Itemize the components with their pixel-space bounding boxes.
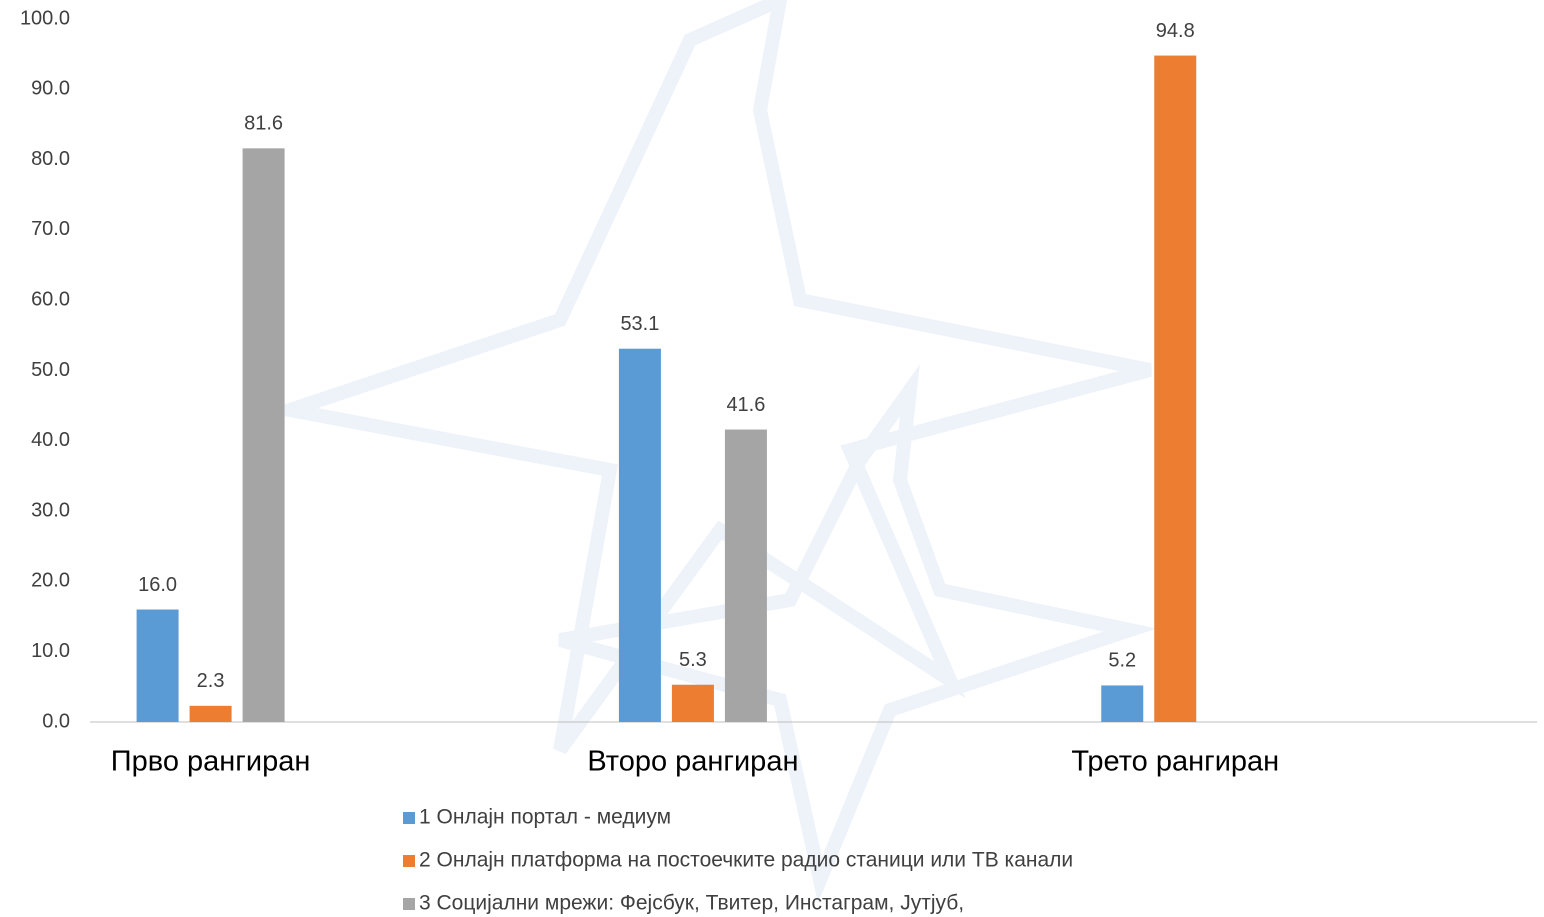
legend-swatch	[403, 855, 415, 867]
data-label: 16.0	[138, 574, 177, 596]
data-label: 53.1	[620, 313, 659, 335]
x-tick-label: Прво рангиран	[111, 746, 311, 778]
y-tick-label: 60.0	[31, 288, 70, 310]
data-label: 2.3	[197, 670, 225, 692]
bar	[189, 705, 232, 722]
legend-swatch	[403, 812, 415, 824]
watermark	[262, 0, 1157, 904]
y-tick-label: 20.0	[31, 570, 70, 592]
data-label: 41.6	[726, 394, 765, 416]
y-tick-label: 30.0	[31, 499, 70, 521]
bar	[136, 609, 179, 722]
y-tick-label: 90.0	[31, 78, 70, 100]
bar	[242, 148, 285, 723]
y-tick-label: 10.0	[31, 640, 70, 662]
y-tick-label: 50.0	[31, 359, 70, 381]
y-tick-label: 0.0	[42, 710, 70, 732]
y-tick-label: 70.0	[31, 218, 70, 240]
data-label: 94.8	[1156, 20, 1195, 42]
bar	[724, 429, 767, 722]
bar	[1101, 685, 1144, 722]
y-tick-label: 100.0	[20, 7, 70, 29]
legend-label: 2 Онлајн платформа на постоечките радио …	[419, 849, 1073, 872]
legend-label: 3 Социјални мрежи: Фејсбук, Твитер, Инст…	[419, 892, 964, 915]
y-tick-label: 80.0	[31, 148, 70, 170]
bar	[1154, 55, 1197, 722]
legend-swatch	[403, 898, 415, 910]
data-label: 5.3	[679, 649, 707, 671]
x-tick-label: Второ рангиран	[587, 746, 798, 778]
data-label: 5.2	[1108, 650, 1136, 672]
bar	[618, 348, 661, 722]
x-tick-label: Трето рангиран	[1071, 746, 1279, 778]
y-tick-label: 40.0	[31, 429, 70, 451]
legend-label: 1 Онлајн портал - медиум	[419, 806, 671, 829]
data-label: 81.6	[244, 113, 283, 135]
bar	[671, 684, 714, 722]
